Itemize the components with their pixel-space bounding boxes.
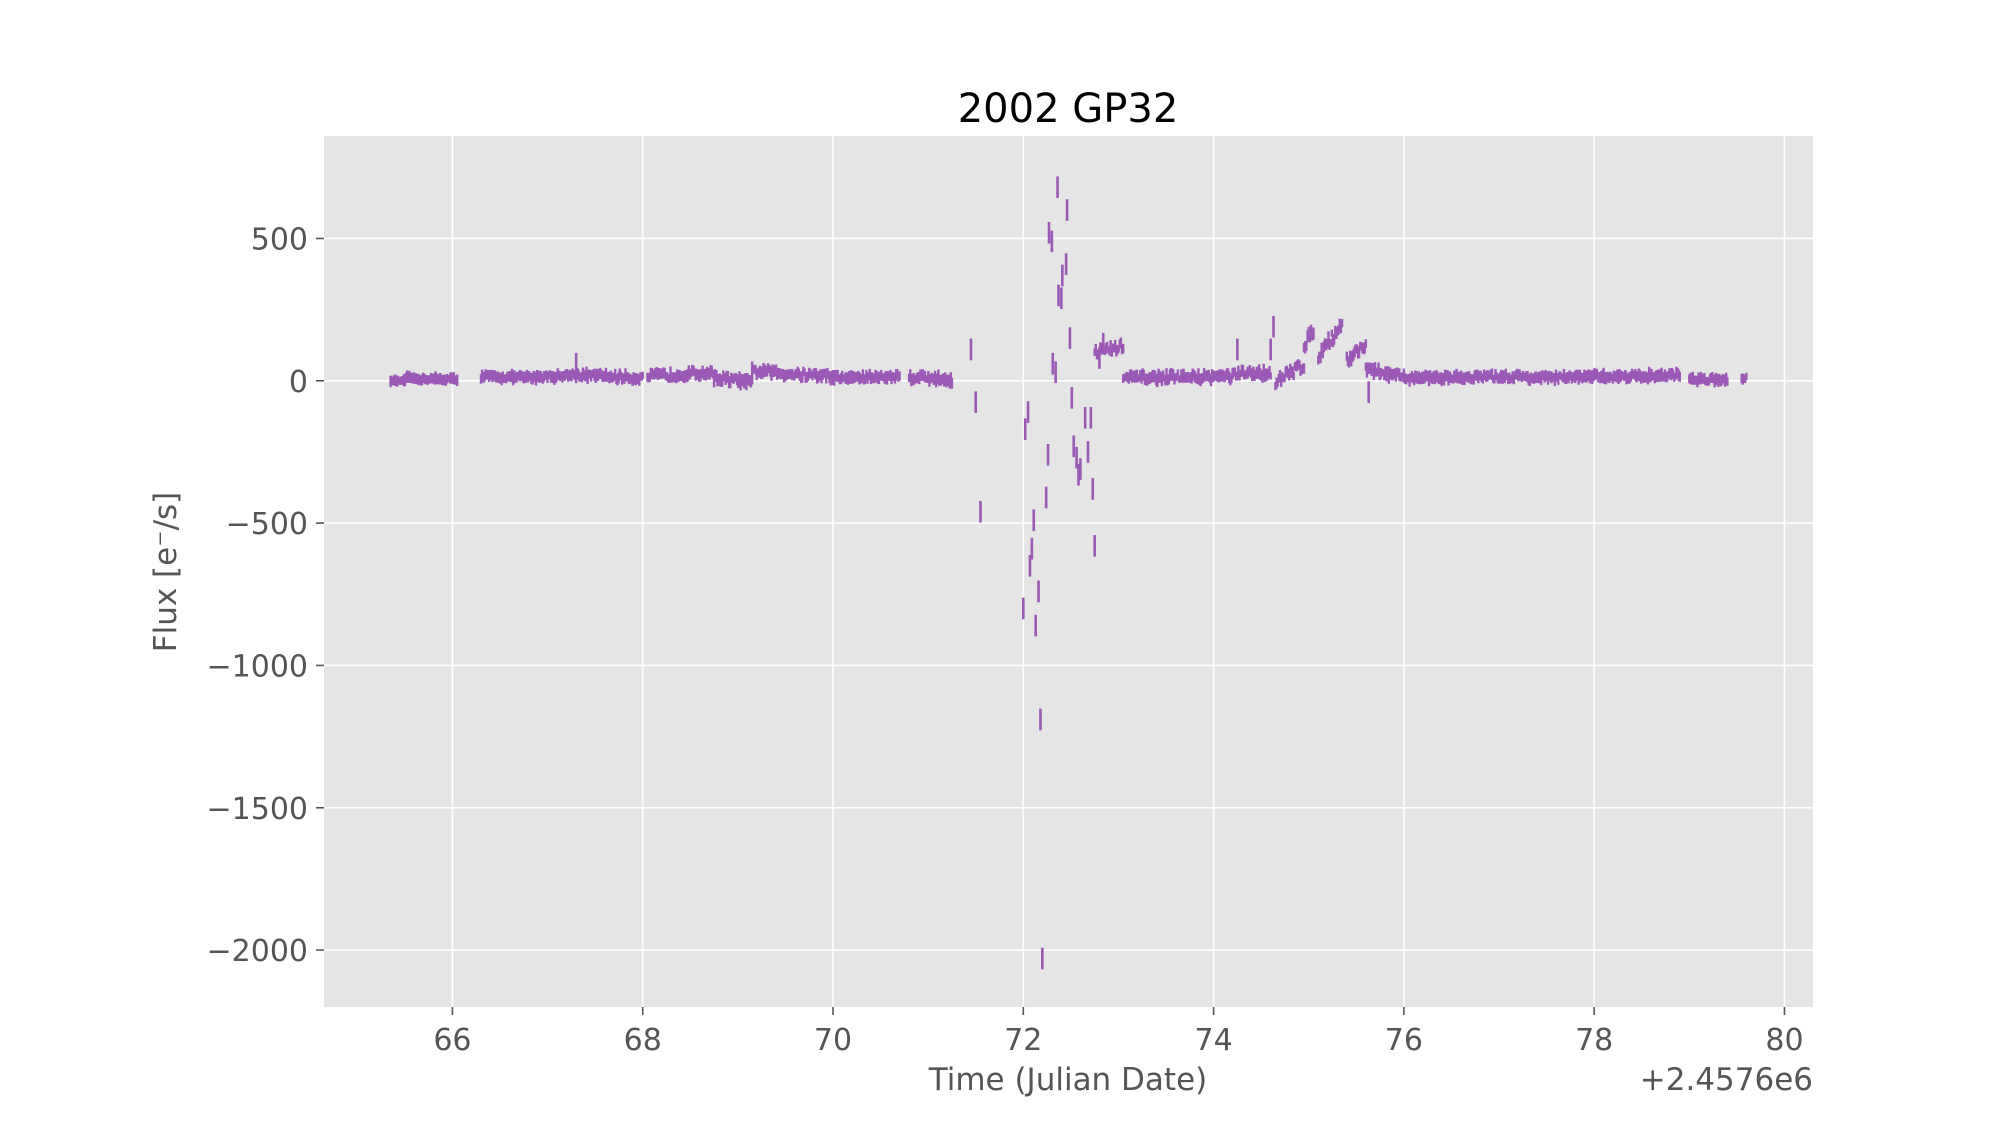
x-axis-ticks: 66 68 70 72 74 76 78 80 (433, 1007, 1804, 1058)
x-tick-label: 76 (1385, 1023, 1423, 1058)
x-tick-label: 68 (624, 1023, 662, 1058)
plot-background (324, 136, 1813, 1007)
x-tick-label: 70 (814, 1023, 852, 1058)
y-axis-label: Flux [e⁻/s] (148, 492, 184, 653)
x-tick-label: 72 (1004, 1023, 1042, 1058)
x-tick-label: 66 (433, 1023, 471, 1058)
x-axis-label: Time (Julian Date) (928, 1062, 1208, 1098)
x-tick-label: 78 (1575, 1023, 1613, 1058)
chart-title: 2002 GP32 (958, 86, 1179, 132)
x-axis-offset-label: +2.4576e6 (1640, 1062, 1813, 1098)
x-tick-label: 74 (1195, 1023, 1233, 1058)
flux-errorbars (389, 176, 1748, 970)
y-tick-label: 0 (289, 365, 308, 400)
x-tick-label: 80 (1765, 1023, 1803, 1058)
y-tick-label: −1500 (207, 792, 308, 827)
y-axis-ticks: 500 0 −500 −1000 −1500 −2000 (207, 222, 324, 969)
y-tick-label: −2000 (207, 934, 308, 969)
y-tick-label: −1000 (207, 649, 308, 684)
y-tick-label: 500 (251, 222, 308, 257)
y-tick-label: −500 (226, 507, 308, 542)
